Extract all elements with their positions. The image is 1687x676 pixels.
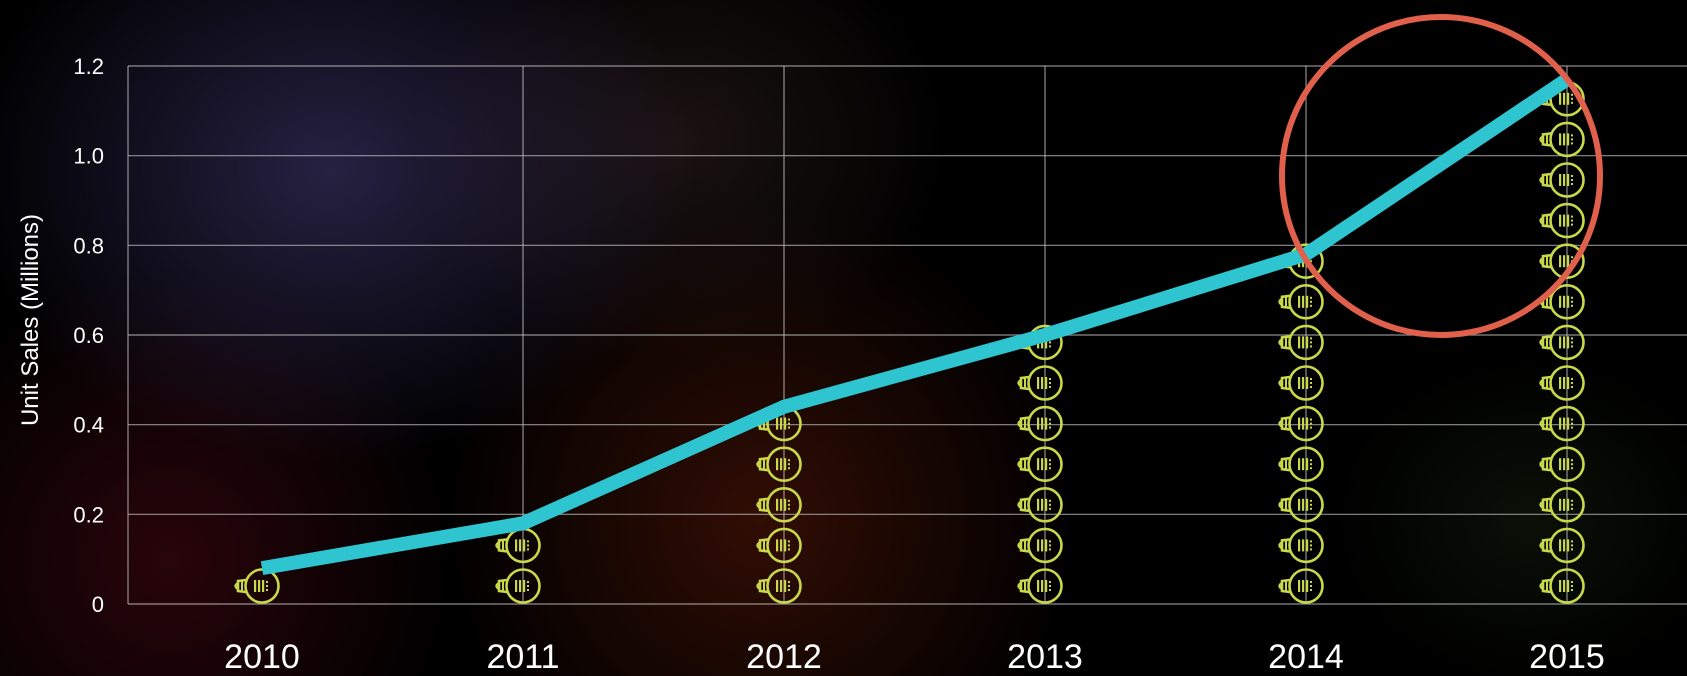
lightbulb-icon <box>1017 568 1063 604</box>
y-tick-label: 0 <box>92 592 104 617</box>
y-axis-label: Unit Sales (Millions) <box>17 214 44 426</box>
lightbulb-icon <box>1539 405 1585 442</box>
sales-line <box>260 73 1571 576</box>
highlight-annotation <box>1279 14 1603 338</box>
highlight-circle <box>1279 14 1603 338</box>
lightbulb-icon <box>1539 568 1585 604</box>
lightbulb-icon <box>1539 283 1585 320</box>
lightbulb-icon <box>756 568 802 604</box>
lightbulb-icon <box>1539 527 1585 564</box>
lightbulb-icon <box>1017 486 1063 523</box>
lightbulb-icon <box>1278 324 1324 361</box>
lightbulb-icon <box>1539 162 1585 198</box>
y-axis-ticks: 0 0.2 0.4 0.6 0.8 1.0 1.2 <box>73 54 104 617</box>
sales-series-line <box>260 73 1571 576</box>
lightbulb-icon <box>495 568 541 604</box>
y-tick-label: 1.2 <box>73 54 104 79</box>
lightbulb-icon <box>1017 446 1063 483</box>
x-tick-label: 2015 <box>1529 638 1605 676</box>
lightbulb-icon <box>1278 405 1324 442</box>
x-tick-label: 2013 <box>1007 638 1083 676</box>
y-tick-label: 0.8 <box>73 233 104 258</box>
lightbulb-icon <box>1017 405 1063 442</box>
lightbulb-icon <box>1539 202 1585 239</box>
lightbulb-icon <box>495 527 541 564</box>
lightbulb-icon <box>1539 446 1585 483</box>
lightbulb-icon <box>1278 365 1324 401</box>
lightbulb-icon <box>1539 324 1585 361</box>
x-axis-ticks: 2010 2011 2012 2013 2014 2015 <box>224 638 1605 676</box>
y-tick-label: 0.2 <box>73 502 104 527</box>
lightbulb-icon <box>1278 568 1324 604</box>
lightbulb-icon <box>1017 365 1063 401</box>
lightbulb-icon <box>1278 446 1324 483</box>
x-tick-label: 2010 <box>224 638 300 676</box>
lightbulb-icon <box>234 568 280 604</box>
y-tick-label: 1.0 <box>73 144 104 169</box>
bulb-icon-stacks <box>234 81 1585 604</box>
lightbulb-icon <box>756 446 802 483</box>
lightbulb-icon <box>1539 121 1585 158</box>
lightbulb-icon <box>1539 486 1585 523</box>
lightbulb-icon <box>1278 283 1324 320</box>
x-tick-label: 2012 <box>746 638 822 676</box>
y-tick-label: 0.6 <box>73 323 104 348</box>
lightbulb-icon <box>1539 365 1585 401</box>
x-tick-label: 2014 <box>1268 638 1344 676</box>
y-tick-label: 0.4 <box>73 413 104 438</box>
lightbulb-icon <box>1278 527 1324 564</box>
lightbulb-icon <box>756 486 802 523</box>
lightbulb-icon <box>1017 527 1063 564</box>
lightbulb-icon <box>756 527 802 564</box>
lightbulb-icon <box>1278 486 1324 523</box>
x-tick-label: 2011 <box>486 638 559 676</box>
